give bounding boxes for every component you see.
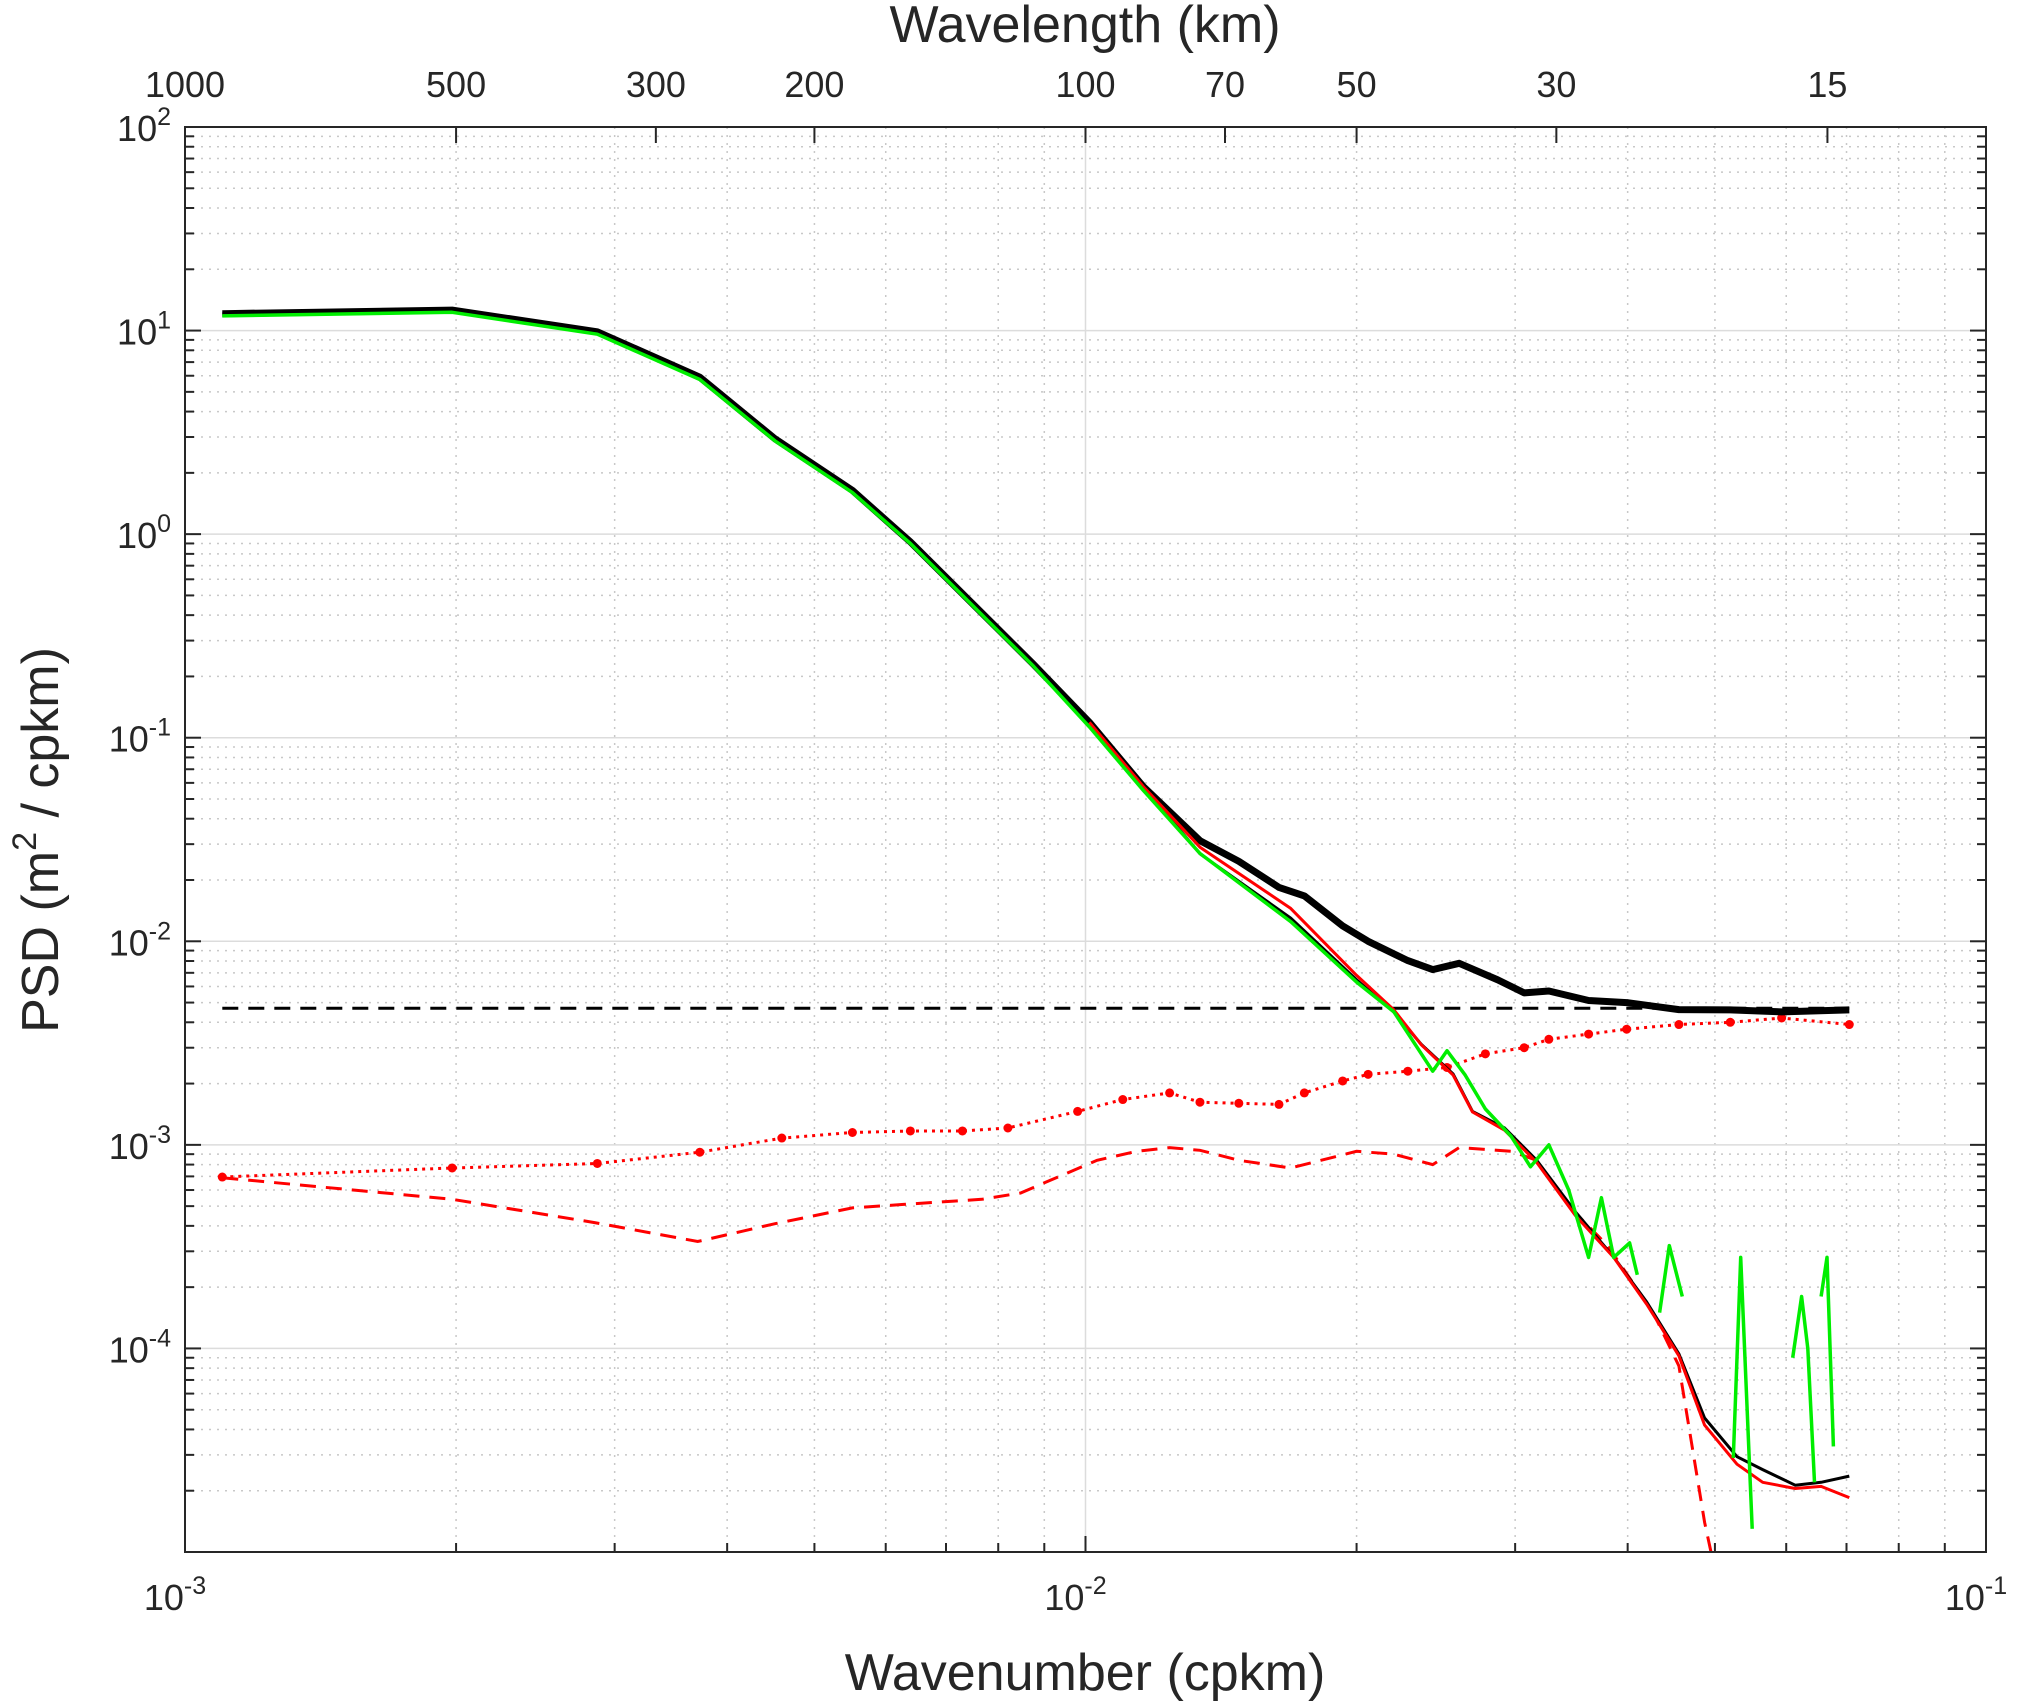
series-signal	[222, 308, 1850, 1487]
marker-noise	[1234, 1098, 1244, 1108]
y-tick-label: 10-4	[109, 1324, 171, 1370]
grid	[184, 127, 1986, 1553]
marker-noise	[1274, 1099, 1284, 1109]
x-tick-label: 10-3	[144, 1572, 206, 1618]
y-tick-label: 10-2	[109, 917, 171, 963]
y-axis-label: PSD (m2 / cpkm)	[6, 647, 70, 1033]
marker-noise	[1338, 1076, 1348, 1086]
marker-noise	[777, 1133, 787, 1143]
series-layer	[217, 306, 1854, 1553]
series-noise	[222, 1016, 1850, 1179]
y-label-exponent: 2	[6, 832, 44, 851]
top-tick-label: 300	[626, 64, 686, 105]
y-label-part: PSD (m	[12, 851, 70, 1033]
top-tick-label: 70	[1205, 64, 1245, 105]
marker-noise	[1584, 1029, 1594, 1039]
marker-noise	[695, 1147, 705, 1157]
marker-noise	[847, 1128, 857, 1138]
series-signal-estimate	[1088, 721, 1850, 1499]
x-tick-label: 10-2	[1044, 1572, 1106, 1618]
marker-noise	[592, 1158, 602, 1168]
marker-noise	[1480, 1049, 1490, 1059]
top-tick-label: 30	[1536, 64, 1576, 105]
series-total	[222, 306, 1850, 1016]
top-axis-label: Wavelength (km)	[889, 0, 1280, 54]
y-tick-label: 10-3	[109, 1121, 171, 1167]
series-noise-fit	[222, 1146, 1713, 1553]
ticks: 10-3 10-2 10-1 102 101 100 10-1 10-2 10-3 10-4 100…	[109, 64, 2007, 1618]
marker-noise	[1519, 1043, 1529, 1053]
marker-noise	[1674, 1020, 1684, 1030]
top-tick-label: 500	[426, 64, 486, 105]
marker-noise	[1777, 1013, 1787, 1023]
marker-noise	[1363, 1069, 1373, 1079]
y-tick-label: 10-1	[109, 714, 171, 760]
marker-noise	[1118, 1095, 1128, 1105]
marker-noise	[1622, 1024, 1632, 1034]
y-tick-label: 102	[117, 103, 171, 149]
top-tick-label: 100	[1055, 64, 1115, 105]
marker-noise	[1544, 1034, 1554, 1044]
x-axis-label: Wavenumber (cpkm)	[845, 1644, 1326, 1702]
marker-noise	[905, 1126, 915, 1136]
marker-noise	[957, 1126, 967, 1136]
marker-noise	[1003, 1123, 1013, 1133]
y-label-part: / cpkm)	[12, 647, 70, 832]
y-tick-label: 101	[117, 307, 171, 353]
marker-noise	[1299, 1088, 1309, 1098]
marker-noise	[1403, 1066, 1413, 1076]
marker-noise	[1195, 1097, 1205, 1107]
y-tick-label: 100	[117, 510, 171, 556]
marker-noise	[447, 1163, 457, 1173]
top-tick-label: 200	[784, 64, 844, 105]
top-tick-label: 50	[1337, 64, 1377, 105]
marker-noise	[1725, 1017, 1735, 1027]
marker-noise	[1165, 1088, 1175, 1098]
top-tick-label: 15	[1807, 64, 1847, 105]
x-tick-label: 10-1	[1945, 1572, 2007, 1618]
marker-noise	[1073, 1106, 1083, 1116]
top-tick-label: 1000	[145, 64, 225, 105]
marker-noise	[1844, 1020, 1854, 1030]
marker-noise	[217, 1172, 227, 1182]
series-signal-corrected	[222, 310, 1836, 1529]
